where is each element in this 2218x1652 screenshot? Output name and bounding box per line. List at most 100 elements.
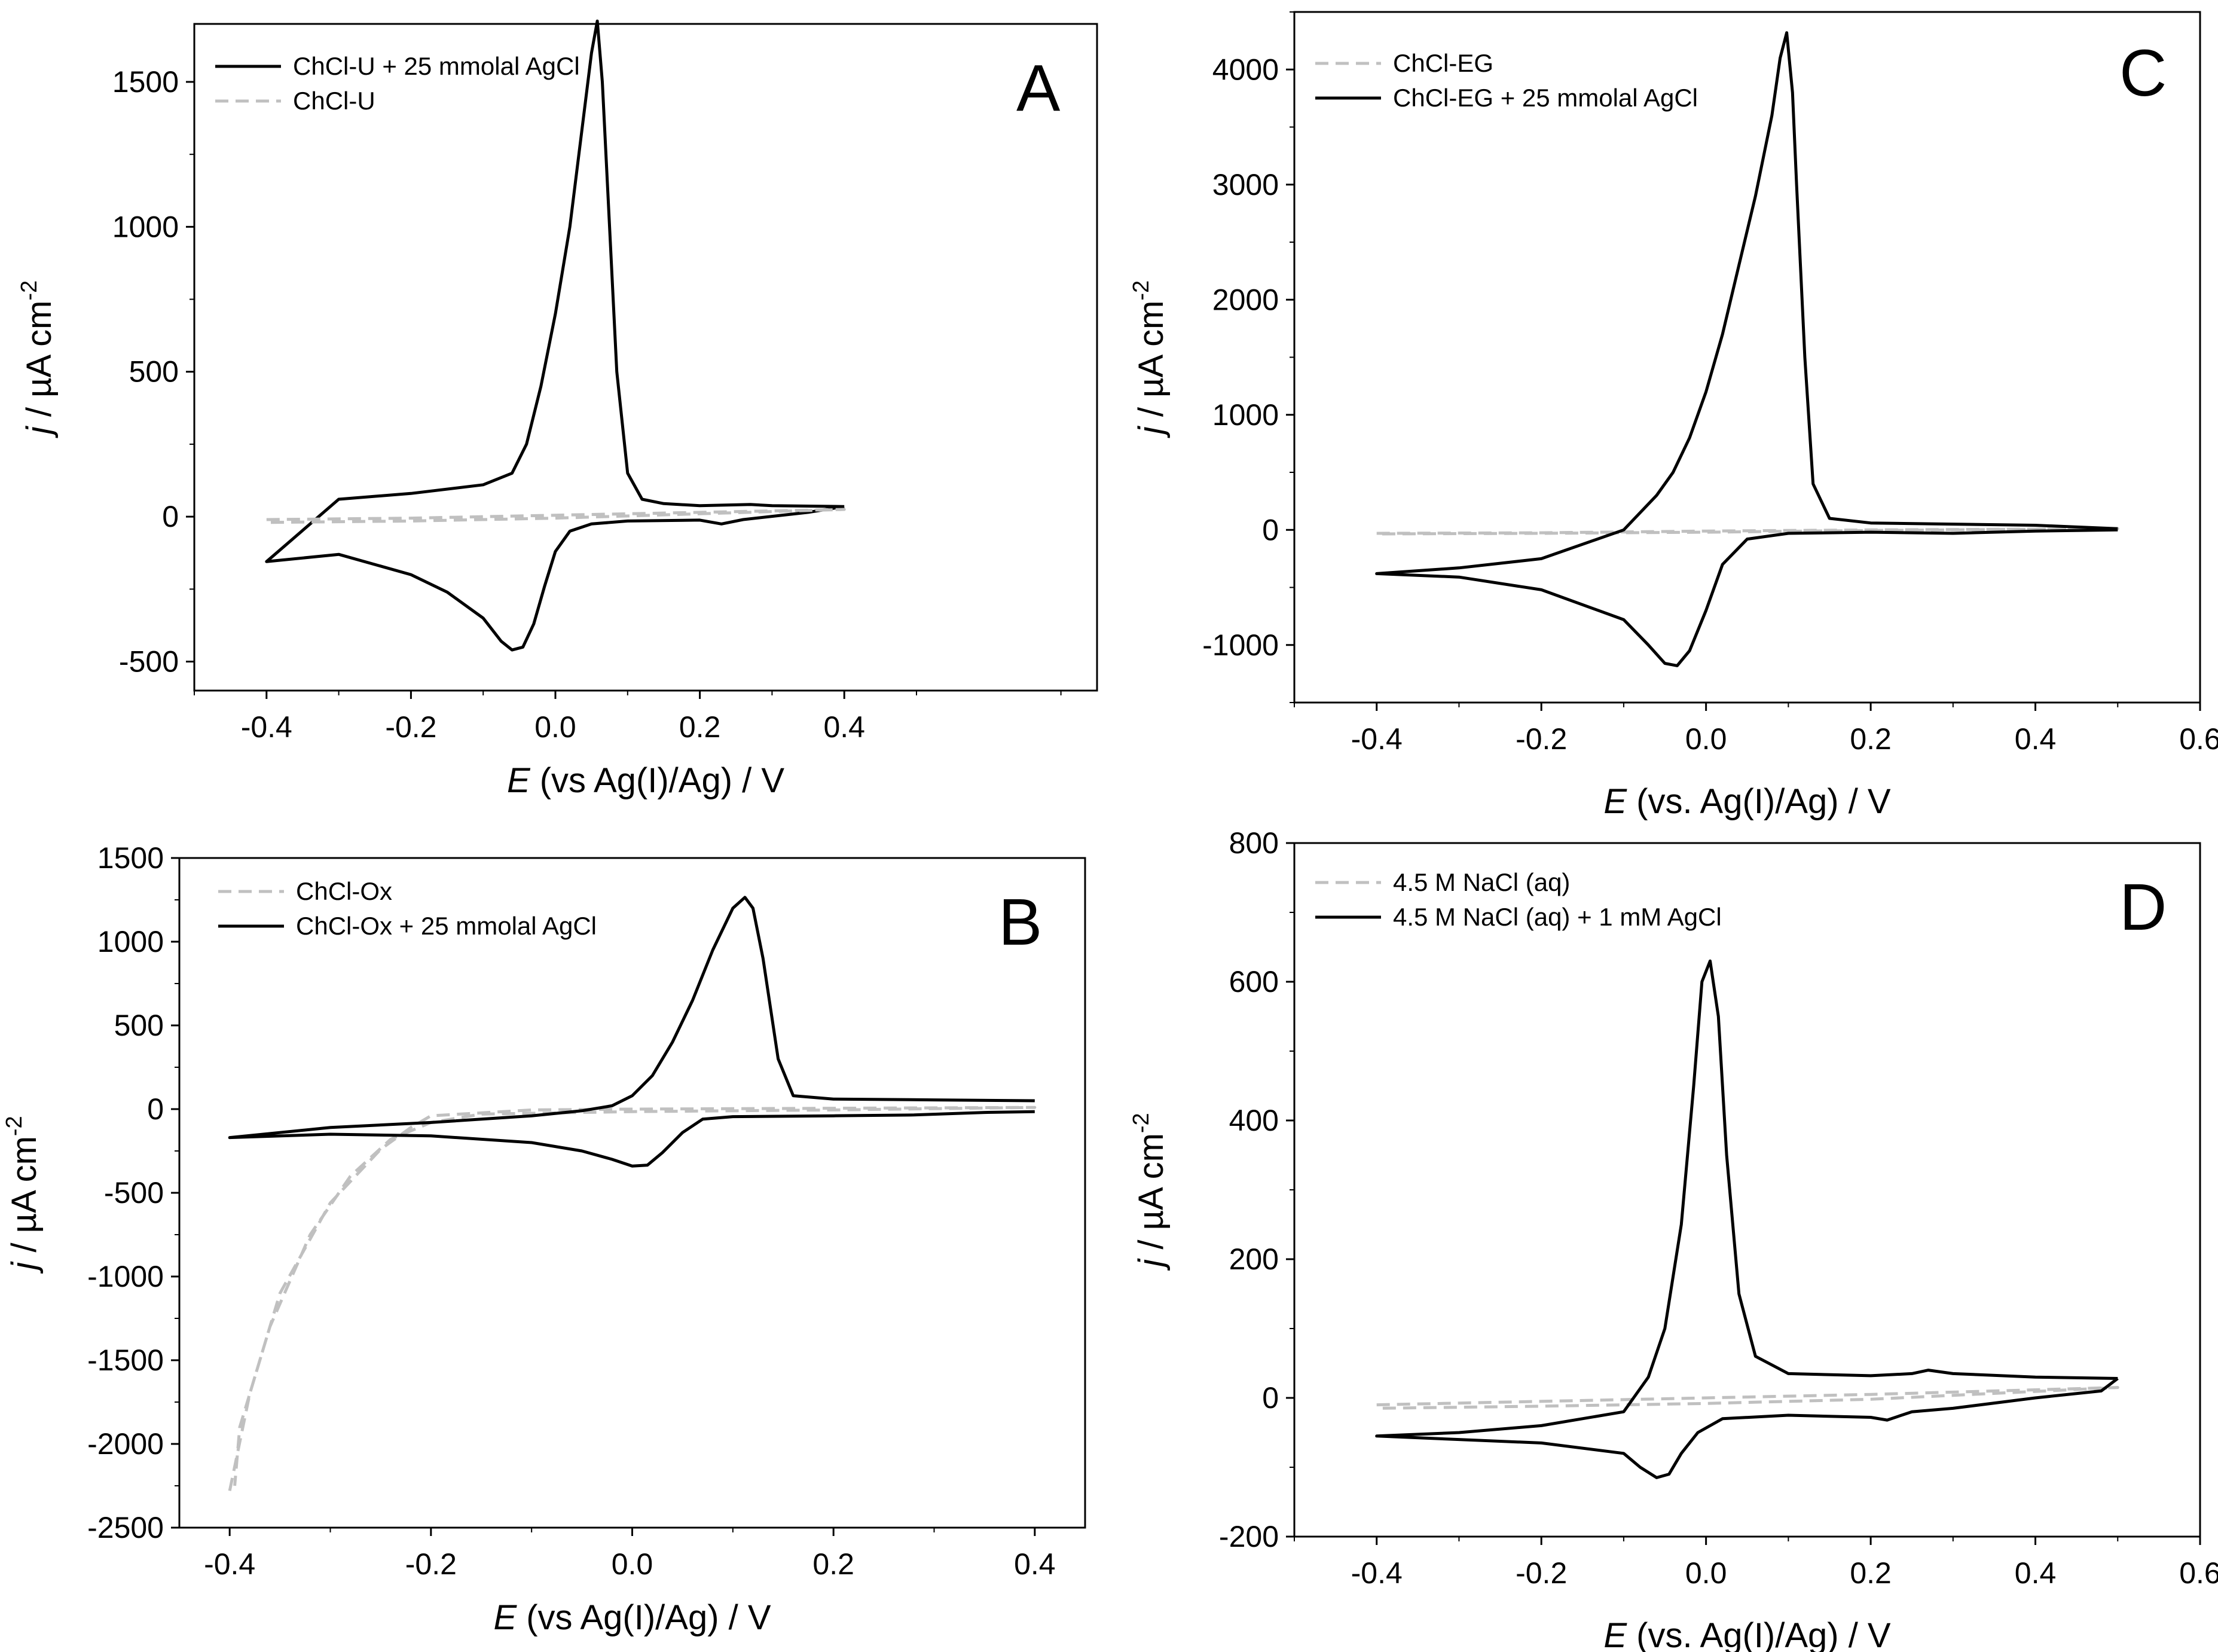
x-axis-label: E (vs Ag(I)/Ag) / V — [507, 761, 784, 800]
y-axis-label: j / µA cm-2 — [17, 280, 59, 438]
y-tick-label: 0 — [162, 500, 179, 533]
x-tick-label: 0.2 — [812, 1547, 854, 1581]
legend-label: ChCl-U + 25 mmolal AgCl — [293, 52, 580, 80]
y-tick-label: 600 — [1229, 965, 1279, 998]
y-tick-label: -1500 — [87, 1343, 164, 1377]
y-tick-label: 4000 — [1212, 53, 1279, 86]
plot-frame — [193, 23, 1098, 692]
y-axis-symbol: j — [20, 425, 59, 438]
x-tick-label: 0.6 — [2179, 1556, 2218, 1590]
panel-a: -0.4 -0.2 0.0 0.2 0.4 -500 0 500 1000 1500 E (vs A… — [17, 19, 1098, 800]
panel-b: -0.4 -0.2 0.0 0.2 0.4-2500-2000-1500-1000-50… — [2, 841, 1086, 1637]
x-tick-label: 0.4 — [2015, 722, 2057, 756]
y-tick-label: 200 — [1229, 1242, 1279, 1276]
y-axis-label: j / µA cm-2 — [2, 1116, 44, 1274]
y-tick-label: 500 — [114, 1009, 164, 1042]
x-axis-label: E (vs Ag(I)/Ag) / V — [493, 1598, 771, 1637]
x-axis-label: E (vs. Ag(I)/Ag) / V — [1603, 1616, 1891, 1652]
y-axis-unit: / µA cm — [1132, 1133, 1171, 1259]
y-tick-label: -1000 — [87, 1260, 164, 1293]
x-tick-label: -0.2 — [405, 1547, 457, 1581]
x-tick-label: 0.2 — [1850, 722, 1892, 756]
y-tick-label: 1000 — [97, 925, 164, 958]
x-tick-label: 0.0 — [534, 710, 576, 744]
y-tick-label: -1000 — [1202, 628, 1279, 662]
x-axis-symbol: E — [1603, 782, 1627, 821]
series-line — [266, 508, 846, 524]
x-tick-label: 0.0 — [1685, 1556, 1727, 1590]
y-tick-label: 1000 — [112, 210, 179, 243]
y-tick-label: -500 — [119, 645, 179, 679]
y-tick-label: 500 — [129, 355, 179, 389]
y-axis-unit-exponent: -2 — [2, 1116, 27, 1136]
y-tick-label: 2000 — [1212, 283, 1279, 316]
y-tick-label: -2000 — [87, 1427, 164, 1461]
x-axis-symbol: E — [507, 761, 531, 800]
x-axis-unit: (vs. Ag(I)/Ag) / V — [1627, 1616, 1891, 1652]
x-axis-unit: (vs. Ag(I)/Ag) / V — [1627, 782, 1891, 821]
panel-letter: D — [2119, 871, 2167, 944]
x-tick-label: -0.2 — [1516, 722, 1567, 756]
series-line — [1375, 959, 2119, 1479]
x-tick-label: 0.4 — [2015, 1556, 2057, 1590]
x-tick-label: 0.2 — [1850, 1556, 1892, 1590]
x-tick-label: -0.4 — [241, 710, 292, 744]
y-axis-unit: / µA cm — [5, 1136, 44, 1262]
y-axis-unit-exponent: -2 — [1129, 280, 1154, 301]
plot-frame — [1293, 11, 2201, 704]
y-axis-unit: / µA cm — [1132, 301, 1171, 427]
x-tick-label: -0.2 — [385, 710, 436, 744]
y-tick-label: 0 — [1262, 1381, 1279, 1415]
y-tick-label: -500 — [104, 1176, 164, 1210]
series-line — [228, 896, 1035, 1168]
panel-letter: A — [1016, 51, 1061, 125]
series-line — [228, 1106, 1037, 1491]
series-line — [1376, 1386, 2119, 1410]
y-tick-label: 1500 — [97, 841, 164, 875]
y-tick-label: 0 — [1262, 513, 1279, 546]
y-axis-unit: / µA cm — [20, 301, 59, 427]
x-axis-symbol: E — [493, 1598, 517, 1637]
x-tick-label: -0.4 — [1351, 1556, 1403, 1590]
panel-letter: B — [998, 885, 1042, 959]
x-axis-label: E (vs. Ag(I)/Ag) / V — [1603, 782, 1891, 821]
y-axis-symbol: j — [1132, 425, 1171, 438]
y-axis-label: j / µA cm-2 — [1129, 280, 1171, 438]
y-axis-symbol: j — [5, 1261, 44, 1274]
x-tick-label: 0.6 — [2179, 722, 2218, 756]
panel-d: -0.4 -0.2 0.0 0.2 0.4 0.6 -200 0 200 400 600 800 E (… — [1129, 826, 2218, 1652]
y-tick-label: -200 — [1219, 1520, 1279, 1553]
x-tick-label: 0.4 — [823, 710, 865, 744]
legend-label: ChCl-EG + 25 mmolal AgCl — [1393, 84, 1698, 112]
y-axis-symbol: j — [1132, 1258, 1171, 1271]
x-axis-symbol: E — [1603, 1616, 1627, 1652]
y-tick-label: 3000 — [1212, 168, 1279, 201]
x-axis-unit: (vs Ag(I)/Ag) / V — [530, 761, 785, 800]
x-tick-label: -0.2 — [1516, 1556, 1567, 1590]
y-tick-label: 1000 — [1212, 398, 1279, 432]
x-tick-label: -0.4 — [1351, 722, 1403, 756]
y-axis-label: j / µA cm-2 — [1129, 1113, 1171, 1271]
x-tick-label: 0.4 — [1014, 1547, 1056, 1581]
y-tick-label: 400 — [1229, 1104, 1279, 1137]
y-tick-label: -2500 — [87, 1511, 164, 1544]
y-tick-label: 0 — [147, 1092, 164, 1126]
legend-label: 4.5 M NaCl (aq) — [1393, 868, 1570, 896]
panel-c: -0.4 -0.2 0.0 0.2 0.4 0.6 -1000 0 1000 2000 3000 40… — [1129, 11, 2218, 821]
series-line — [265, 19, 845, 652]
panel-letter: C — [2119, 36, 2167, 110]
legend-label: ChCl-Ox — [296, 877, 392, 905]
y-tick-label: 1500 — [112, 65, 179, 99]
legend-label: ChCl-U — [293, 87, 375, 115]
legend-label: ChCl-EG — [1393, 49, 1493, 77]
x-tick-label: 0.0 — [612, 1547, 653, 1581]
x-tick-label: 0.0 — [1685, 722, 1727, 756]
y-axis-unit-exponent: -2 — [1129, 1113, 1154, 1133]
y-axis-unit-exponent: -2 — [17, 280, 42, 301]
x-axis-unit: (vs Ag(I)/Ag) / V — [517, 1598, 771, 1637]
y-tick-label: 800 — [1229, 826, 1279, 860]
series-line — [1375, 31, 2118, 667]
plot-frame — [178, 857, 1086, 1529]
legend-label: ChCl-Ox + 25 mmolal AgCl — [296, 912, 597, 940]
